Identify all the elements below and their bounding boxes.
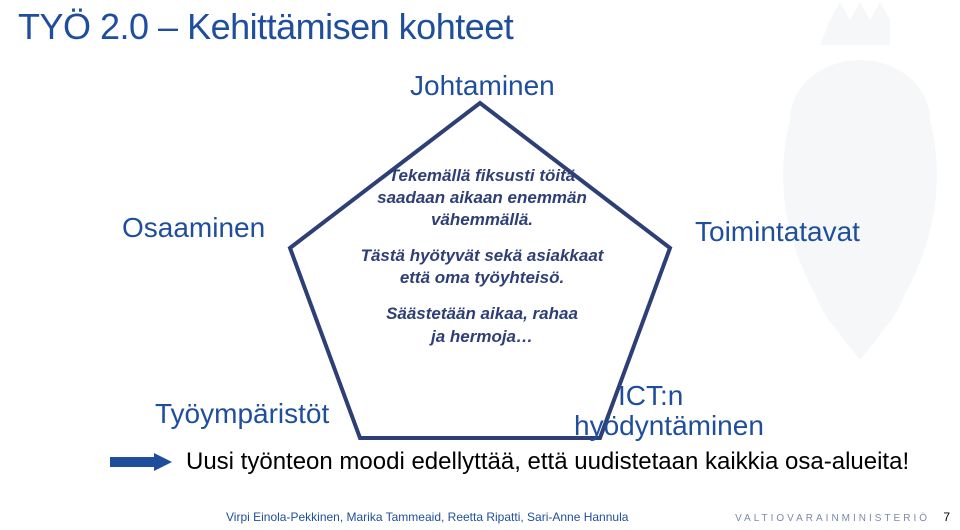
page-number: 7 [943, 510, 950, 524]
callout-row: Uusi työnteon moodi edellyttää, että uud… [110, 448, 909, 476]
center-b1-l2: saadaan aikaan enemmän vähemmällä. [377, 188, 587, 229]
label-toimintatavat: Toimintatavat [695, 216, 860, 248]
footer-authors: Virpi Einola-Pekkinen, Marika Tammeaid, … [226, 510, 628, 524]
footer-ministry: VALTIOVARAINMINISTERIÖ [735, 513, 930, 524]
label-tyoymparistot: Työympäristöt [155, 398, 329, 430]
center-b3-l2: ja hermoja… [431, 327, 533, 346]
label-ict-line1: ICT:n [618, 380, 683, 412]
page-title: TYÖ 2.0 – Kehittämisen kohteet [18, 6, 513, 48]
title-text: TYÖ 2.0 – Kehittämisen kohteet [18, 6, 513, 47]
center-b1-l1: Tekemällä fiksusti töitä [389, 166, 575, 185]
label-osaaminen: Osaaminen [122, 212, 265, 244]
center-b2-l1: Tästä hyötyvät sekä asiakkaat [361, 246, 604, 265]
arrow-icon [110, 453, 172, 471]
center-block-1: Tekemällä fiksusti töitä saadaan aikaan … [332, 165, 632, 231]
label-ict-line2: hyödyntäminen [574, 410, 764, 442]
label-johtaminen: Johtaminen [410, 70, 555, 102]
center-b3-l1: Säästetään aikaa, rahaa [386, 304, 578, 323]
center-b2-l2: että oma työyhteisö. [400, 268, 564, 287]
center-block-3: Säästetään aikaa, rahaa ja hermoja… [332, 303, 632, 347]
pentagon-center-text: Tekemällä fiksusti töitä saadaan aikaan … [332, 165, 632, 362]
center-block-2: Tästä hyötyvät sekä asiakkaat että oma t… [332, 245, 632, 289]
callout-text: Uusi työnteon moodi edellyttää, että uud… [186, 448, 909, 476]
